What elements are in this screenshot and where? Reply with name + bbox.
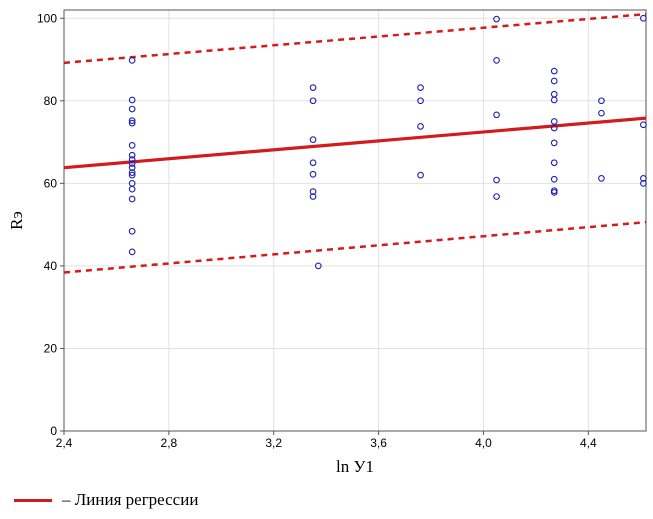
data-point-7	[128, 156, 136, 163]
data-point-2	[128, 105, 136, 113]
x-tick-label-5: 4,4	[580, 436, 597, 450]
scatter-chart: 2,4 2,8 3,2 3,6 4,0 4,4 0 20 40 60 80 100 ln У1 Rэ	[7, 9, 647, 476]
data-point-35	[550, 77, 558, 85]
data-point-24	[314, 262, 322, 270]
data-point-30	[493, 57, 500, 64]
data-point-6	[128, 151, 136, 159]
data-point-22	[309, 188, 317, 195]
data-point-3	[128, 117, 136, 124]
data-point-46	[598, 109, 605, 117]
data-point-16	[128, 248, 136, 256]
x-tick-label-4: 4,0	[475, 436, 492, 450]
data-point-8	[128, 160, 136, 167]
regression-line-group	[63, 116, 647, 170]
legend-label-regression: – Линия регрессии	[62, 490, 199, 509]
data-point-17	[309, 84, 317, 91]
data-point-4	[128, 119, 136, 127]
data-point-23	[309, 193, 317, 200]
data-points	[128, 14, 647, 270]
data-point-25	[417, 84, 424, 91]
data-point-34	[550, 67, 558, 75]
data-point-33	[493, 193, 500, 200]
confidence-band-lower	[63, 220, 647, 274]
y-tick-labels: 0 20 40 60 80 100	[37, 11, 64, 438]
x-tick-label-0: 2,4	[56, 436, 73, 450]
data-point-13	[128, 185, 136, 193]
data-point-31	[493, 111, 500, 119]
legend: – Линия регрессии	[14, 488, 198, 512]
y-tick-label-3: 60	[44, 176, 58, 190]
grid	[63, 10, 646, 432]
data-point-11	[128, 171, 136, 179]
x-tick-label-3: 3,6	[370, 436, 387, 450]
x-axis-label: ln У1	[336, 457, 374, 476]
data-point-21	[309, 170, 317, 178]
data-point-48	[640, 14, 647, 22]
data-point-51	[640, 180, 647, 187]
data-point-9	[128, 164, 136, 172]
data-point-40	[550, 139, 558, 147]
data-point-0	[128, 57, 136, 64]
data-point-10	[128, 169, 136, 176]
data-point-41	[550, 159, 558, 167]
confidence-band-upper	[63, 12, 647, 65]
legend-swatch-regression	[14, 498, 52, 502]
data-point-32	[493, 176, 500, 184]
data-point-37	[550, 96, 558, 104]
data-point-14	[128, 195, 136, 203]
data-point-42	[550, 175, 558, 183]
y-tick-label-2: 40	[44, 259, 58, 273]
data-point-45	[598, 97, 605, 105]
data-point-36	[550, 90, 558, 98]
data-point-50	[640, 175, 647, 182]
x-tick-label-2: 3,2	[265, 436, 282, 450]
y-tick-label-1: 20	[44, 341, 58, 355]
data-point-47	[598, 175, 605, 182]
data-point-15	[128, 227, 136, 235]
data-point-29	[493, 15, 500, 23]
regression-line	[63, 116, 647, 170]
data-point-5	[128, 142, 136, 149]
plot-frame	[63, 9, 647, 432]
data-point-28	[417, 171, 424, 179]
x-tick-label-1: 2,8	[161, 436, 178, 450]
data-point-49	[640, 121, 647, 129]
data-point-39	[550, 124, 558, 132]
y-tick-label-0: 0	[50, 424, 57, 438]
data-point-20	[309, 159, 317, 167]
data-point-18	[309, 97, 317, 105]
confidence-bands	[63, 12, 647, 274]
data-point-27	[417, 123, 424, 130]
y-tick-label-4: 80	[44, 94, 58, 108]
data-point-19	[309, 136, 317, 143]
data-point-44	[550, 189, 558, 196]
data-point-38	[550, 118, 558, 125]
data-point-1	[128, 96, 136, 104]
y-tick-label-5: 100	[37, 11, 57, 25]
y-axis-label: Rэ	[7, 211, 26, 230]
x-tick-labels: 2,4 2,8 3,2 3,6 4,0 4,4	[56, 431, 597, 450]
data-point-26	[417, 97, 424, 105]
